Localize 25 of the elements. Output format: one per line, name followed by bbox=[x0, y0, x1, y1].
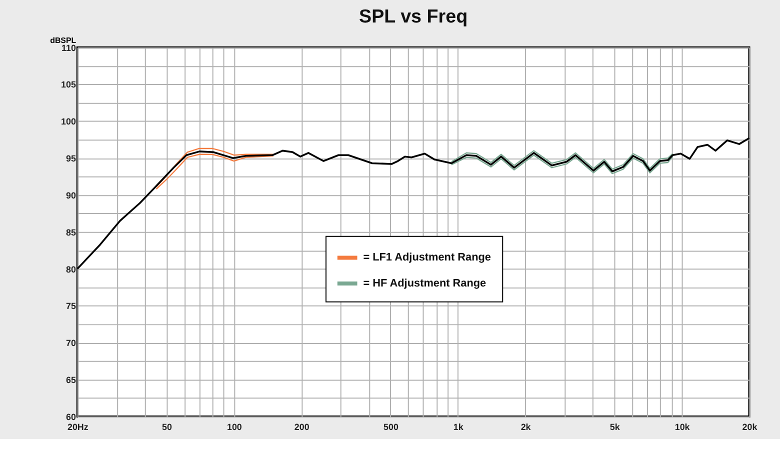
x-tick-label: 200 bbox=[294, 422, 310, 432]
x-tick-label: 2k bbox=[520, 422, 531, 432]
y-tick-label: 105 bbox=[61, 80, 76, 90]
y-tick-label: 100 bbox=[61, 116, 76, 127]
x-tick-label: 1k bbox=[453, 422, 464, 432]
chart-title: SPL vs Freq bbox=[359, 6, 468, 27]
x-tick-label: 100 bbox=[226, 422, 242, 432]
y-tick-label: 110 bbox=[62, 42, 76, 53]
legend-label: = LF1 Adjustment Range bbox=[363, 252, 491, 264]
x-tick-label: 20k bbox=[742, 422, 758, 432]
y-tick-label: 75 bbox=[66, 301, 76, 312]
x-tick-label: 50 bbox=[162, 422, 172, 432]
x-tick-label: 10k bbox=[674, 422, 690, 432]
y-tick-label: 65 bbox=[66, 375, 76, 386]
legend-label: = HF Adjustment Range bbox=[363, 277, 486, 290]
x-tick-label: 500 bbox=[384, 422, 398, 432]
y-tick-label: 70 bbox=[66, 338, 76, 348]
x-tick-label: 20Hz bbox=[67, 422, 89, 432]
y-axis-title: dBSPL bbox=[50, 36, 76, 45]
y-tick-label: 90 bbox=[66, 190, 76, 200]
x-tick-label: 5k bbox=[610, 422, 620, 432]
y-tick-label: 85 bbox=[66, 227, 76, 238]
y-tick-label: 80 bbox=[66, 264, 76, 274]
y-tick-label: 60 bbox=[66, 412, 76, 422]
y-tick-label: 95 bbox=[66, 154, 76, 164]
